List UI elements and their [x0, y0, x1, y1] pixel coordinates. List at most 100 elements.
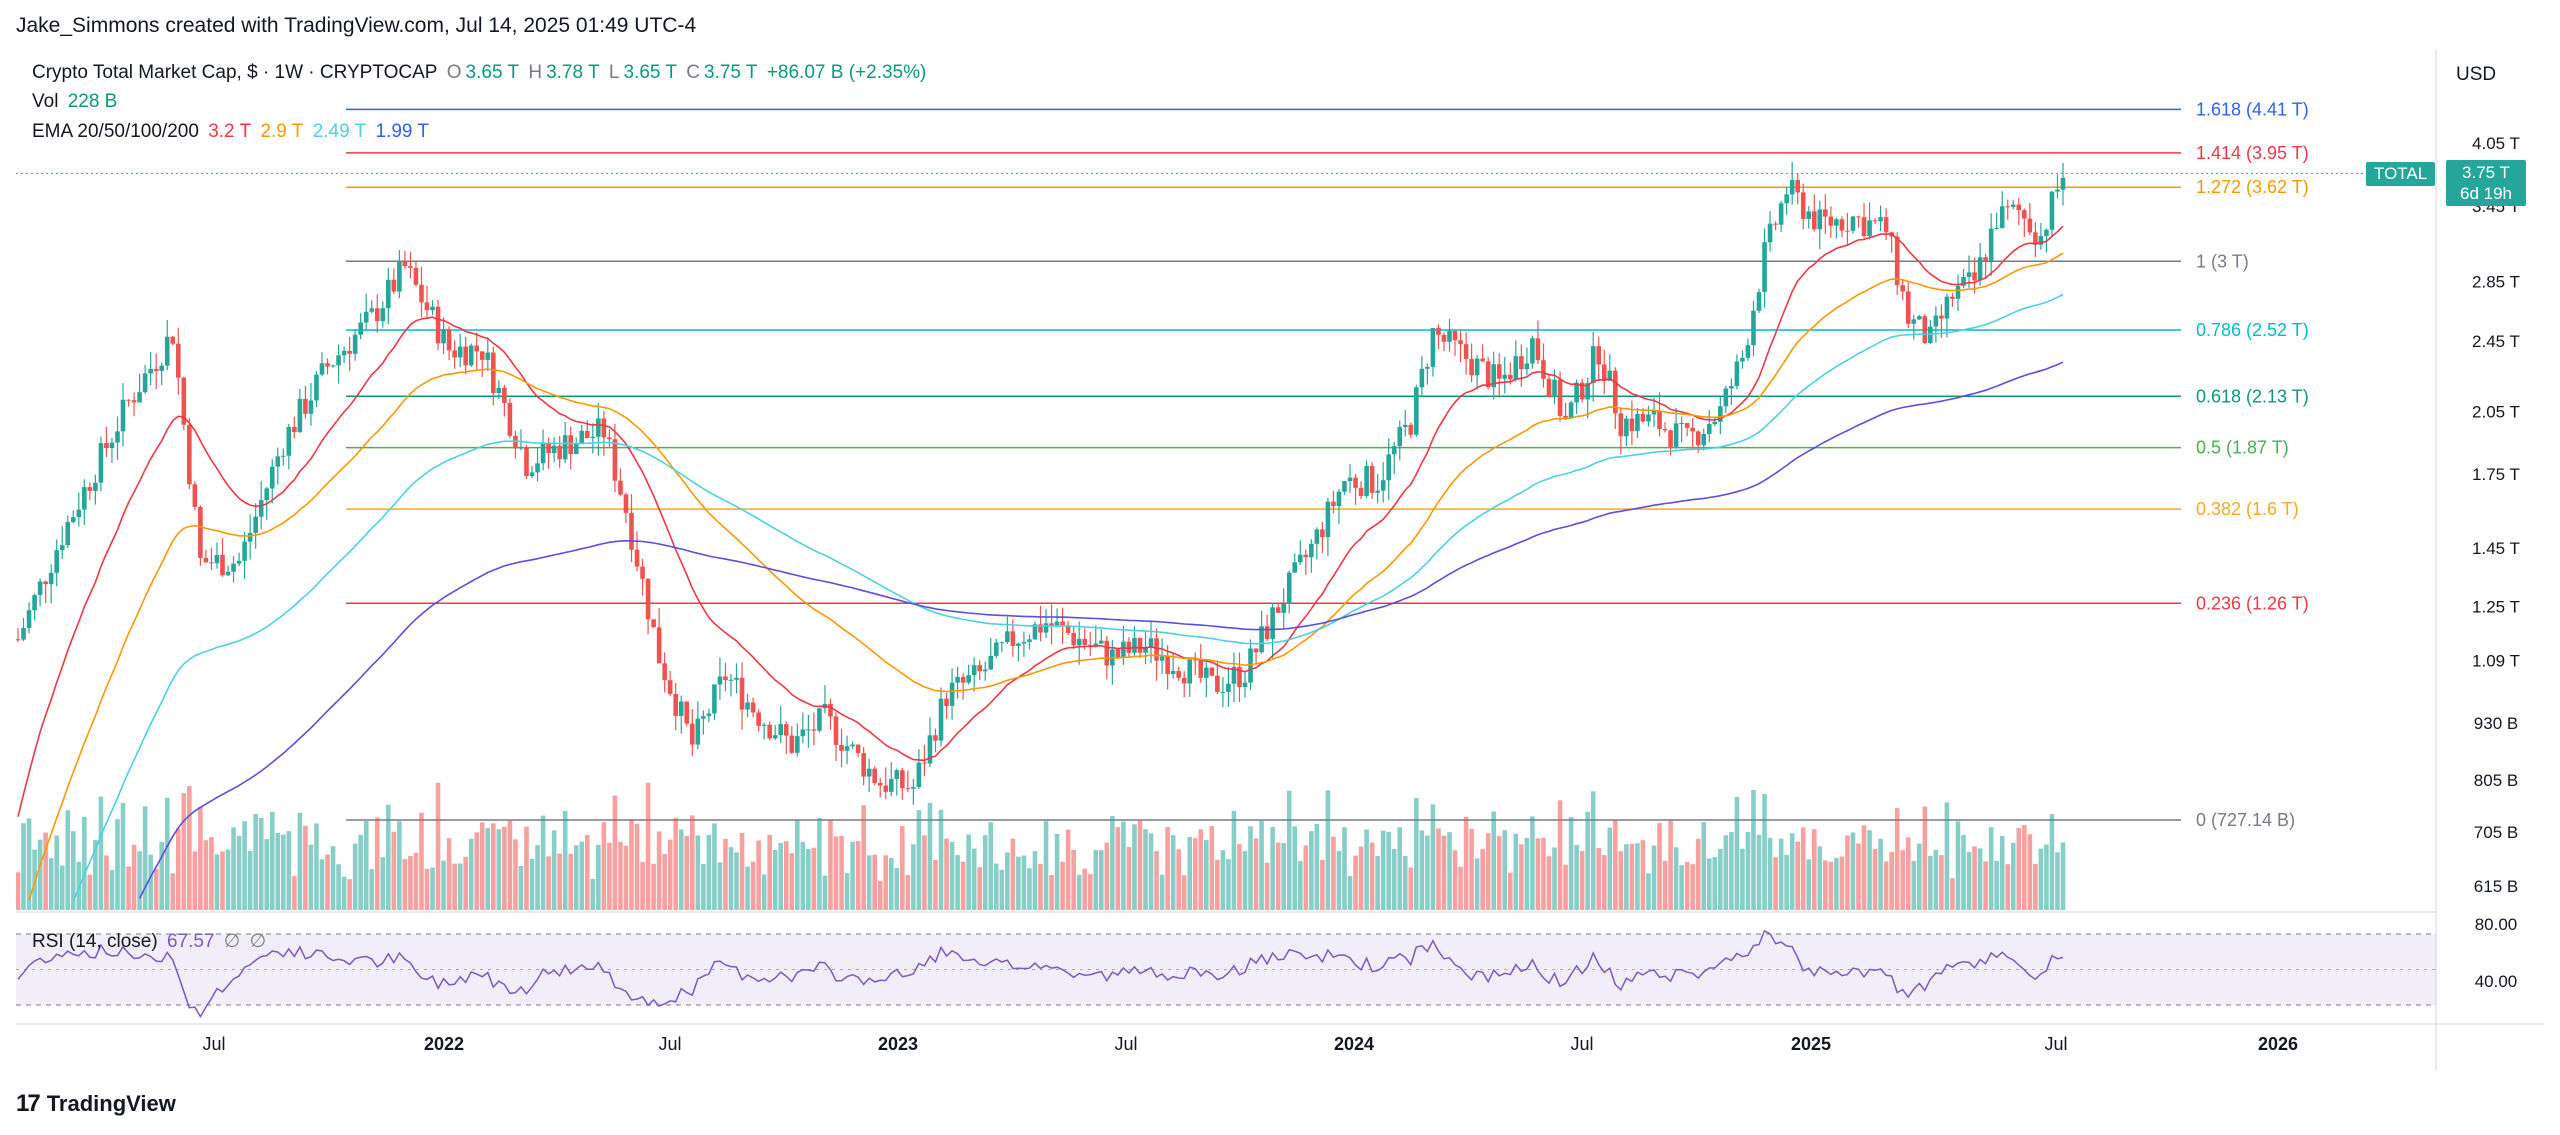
candle-body	[435, 306, 441, 344]
volume-bar	[1922, 806, 1928, 910]
volume-bar	[402, 859, 408, 910]
candle-body	[292, 426, 297, 433]
volume-bar	[1496, 836, 1502, 910]
candle-body	[927, 735, 933, 764]
candle-body	[159, 365, 165, 371]
volume-bar	[474, 832, 480, 910]
candle-body	[1264, 626, 1270, 640]
candle-body	[1325, 501, 1331, 538]
candle-body	[1425, 366, 1430, 369]
candle-body	[1237, 666, 1242, 688]
volume-bar	[1977, 848, 1983, 910]
candle-body	[568, 435, 574, 455]
volume-bar	[1839, 856, 1845, 910]
candle-body	[1485, 361, 1491, 388]
candle-body	[772, 735, 778, 739]
volume-bar	[1878, 838, 1883, 910]
volume-bar	[573, 845, 579, 910]
volume-bar	[900, 826, 905, 910]
candle-body	[2044, 229, 2049, 236]
legend-change: +86.07 B (+2.35%)	[766, 62, 927, 83]
volume-bar	[701, 864, 706, 910]
chart-background	[16, 50, 2544, 1070]
candle-body	[789, 735, 795, 753]
volume-bar	[1364, 829, 1369, 910]
candle-body	[584, 430, 590, 439]
candle-body	[374, 308, 380, 322]
candle-body	[1795, 179, 1801, 193]
volume-bar	[54, 835, 59, 910]
volume-bar	[1331, 836, 1336, 910]
volume-bar	[164, 797, 170, 910]
candle-body	[1126, 641, 1132, 653]
volume-bar	[1900, 850, 1906, 910]
candle-body	[1905, 291, 1911, 324]
candle-body	[1983, 257, 1988, 261]
candle-body	[1336, 491, 1342, 507]
candle-body	[1204, 667, 1209, 678]
candle-body	[1673, 423, 1679, 447]
currency-label[interactable]: USD	[2456, 64, 2497, 85]
candle-body	[358, 322, 363, 335]
volume-bar	[2049, 814, 2055, 910]
volume-bar	[623, 845, 629, 910]
volume-bar	[214, 854, 220, 910]
candle-body	[916, 762, 922, 787]
candle-body	[557, 445, 562, 460]
y-tick-label: 1.09 T	[2472, 651, 2520, 670]
volume-bar	[1082, 868, 1088, 910]
candle-body	[1419, 368, 1425, 388]
candle-body	[701, 716, 706, 719]
volume-bar	[888, 857, 894, 910]
volume-bar	[76, 861, 82, 910]
volume-bar	[496, 829, 502, 910]
legend-ema100: 2.49 T	[312, 121, 367, 142]
candle-body	[1447, 330, 1452, 342]
volume-bar	[457, 863, 463, 910]
candle-body	[1402, 424, 1408, 428]
candle-body	[1789, 179, 1795, 195]
fib-level-label: 0.236 (1.26 T)	[2196, 593, 2309, 613]
candle-body	[1823, 209, 1828, 217]
tradingview-logo[interactable]: 17 TradingView	[16, 1090, 176, 1118]
volume-bar	[1524, 837, 1530, 910]
price-chart[interactable]: 4.05 T3.45 T2.85 T2.45 T2.05 T1.75 T1.45…	[16, 50, 2544, 1070]
candle-body	[1215, 675, 1220, 693]
volume-bar	[115, 819, 120, 910]
volume-bar	[778, 842, 784, 910]
candle-body	[1148, 638, 1154, 647]
candle-body	[982, 669, 988, 672]
volume-bar	[1784, 854, 1789, 910]
volume-bar	[1756, 834, 1762, 910]
volume-bar	[1734, 796, 1740, 910]
volume-bar	[363, 821, 369, 910]
candle-body	[1513, 356, 1519, 380]
candle-body	[1922, 316, 1928, 344]
candle-body	[673, 693, 679, 716]
candle-body	[1563, 415, 1568, 418]
y-tick-label: 615 B	[2474, 877, 2518, 896]
candle-body	[590, 436, 596, 439]
candle-body	[209, 562, 214, 564]
volume-bar	[1137, 819, 1143, 910]
candle-body	[1065, 625, 1071, 634]
volume-bar	[1933, 849, 1939, 910]
candle-body	[905, 788, 911, 790]
candle-body	[1524, 363, 1530, 370]
candle-body	[2055, 189, 2060, 192]
candle-body	[43, 581, 48, 585]
volume-bar	[275, 832, 281, 910]
candle-body	[308, 400, 314, 414]
candle-body	[811, 729, 817, 731]
last-price: 3.75 T	[2462, 163, 2510, 182]
candle-body	[1093, 643, 1099, 646]
candle-body	[1734, 361, 1740, 387]
volume-bar	[1248, 826, 1253, 910]
candle-body	[1436, 327, 1441, 335]
candle-body	[1364, 465, 1369, 497]
volume-bar	[911, 844, 916, 910]
candle-body	[1397, 427, 1403, 447]
volume-bar	[618, 841, 623, 910]
volume-bar	[1972, 846, 1977, 910]
candle-body	[993, 642, 999, 656]
